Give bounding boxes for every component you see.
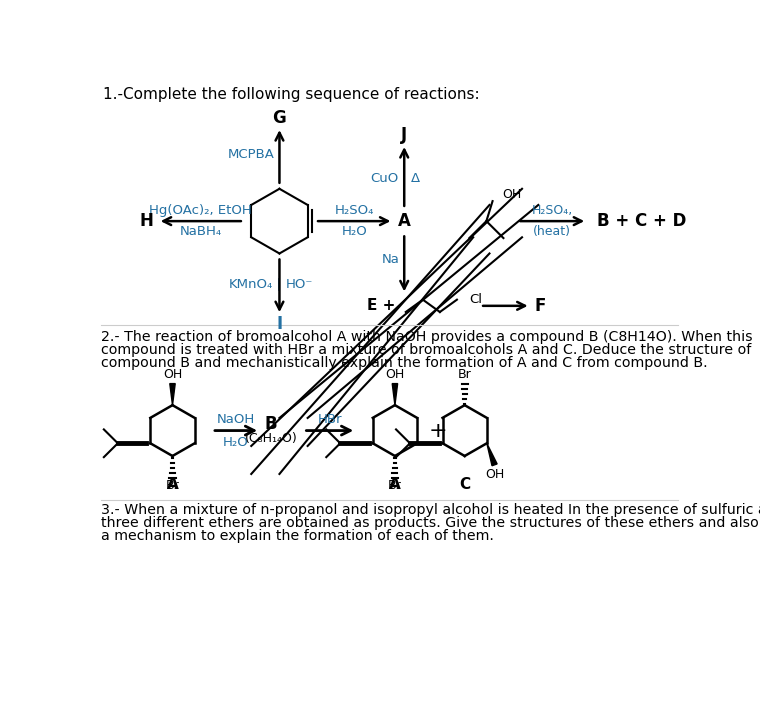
Text: H₂O: H₂O xyxy=(341,226,367,238)
Text: B + C + D: B + C + D xyxy=(597,212,686,230)
Text: (heat): (heat) xyxy=(534,226,572,238)
Text: G: G xyxy=(273,109,287,127)
Text: (C₈H₁₄O): (C₈H₁₄O) xyxy=(245,432,297,445)
Text: Na: Na xyxy=(382,253,400,266)
Text: CuO: CuO xyxy=(370,173,398,185)
Text: Cl: Cl xyxy=(470,293,483,306)
Text: KMnO₄: KMnO₄ xyxy=(229,278,274,291)
Text: C: C xyxy=(459,477,470,492)
Text: Δ: Δ xyxy=(410,173,420,185)
Text: MCPBA: MCPBA xyxy=(228,148,275,160)
Text: H: H xyxy=(140,212,154,230)
Text: I: I xyxy=(277,315,283,333)
Text: Br: Br xyxy=(458,368,471,381)
Text: compound is treated with HBr a mixture of bromoalcohols A and C. Deduce the stru: compound is treated with HBr a mixture o… xyxy=(101,343,752,357)
Text: B: B xyxy=(264,416,277,433)
Text: 3.- When a mixture of n-propanol and isopropyl alcohol is heated In the presence: 3.- When a mixture of n-propanol and iso… xyxy=(101,503,760,517)
Text: J: J xyxy=(401,126,407,144)
Text: compound B and mechanistically explain the formation of A and C from compound B.: compound B and mechanistically explain t… xyxy=(101,356,708,370)
Text: OH: OH xyxy=(502,189,521,201)
Text: OH: OH xyxy=(485,467,504,481)
Text: OH: OH xyxy=(163,368,182,381)
Text: A: A xyxy=(397,212,410,230)
Polygon shape xyxy=(169,384,176,405)
Text: H₂O: H₂O xyxy=(223,436,249,449)
Text: A: A xyxy=(166,477,179,492)
Text: F: F xyxy=(534,297,546,315)
Polygon shape xyxy=(487,443,497,466)
Text: three different ethers are obtained as products. Give the structures of these et: three different ethers are obtained as p… xyxy=(101,516,760,530)
Text: 1.-Complete the following sequence of reactions:: 1.-Complete the following sequence of re… xyxy=(103,86,480,102)
Text: H₂SO₄: H₂SO₄ xyxy=(334,204,374,217)
Text: OH: OH xyxy=(385,368,404,381)
Text: H₂SO₄,: H₂SO₄, xyxy=(532,204,573,217)
Text: A: A xyxy=(389,477,401,492)
Text: HBr: HBr xyxy=(318,414,342,426)
Text: NaBH₄: NaBH₄ xyxy=(179,226,222,238)
Text: NaOH: NaOH xyxy=(217,412,255,426)
Text: HO⁻: HO⁻ xyxy=(286,278,313,291)
Text: +: + xyxy=(428,421,447,440)
Text: 2.- The reaction of bromoalcohol A with NaOH provides a compound B (C8H14O). Whe: 2.- The reaction of bromoalcohol A with … xyxy=(101,329,753,344)
Text: a mechanism to explain the formation of each of them.: a mechanism to explain the formation of … xyxy=(101,529,494,543)
Text: Br: Br xyxy=(166,479,179,492)
Text: E +: E + xyxy=(367,298,395,313)
Polygon shape xyxy=(392,384,397,405)
Text: Hg(OAc)₂, EtOH: Hg(OAc)₂, EtOH xyxy=(150,204,252,217)
Text: Br: Br xyxy=(388,479,402,492)
